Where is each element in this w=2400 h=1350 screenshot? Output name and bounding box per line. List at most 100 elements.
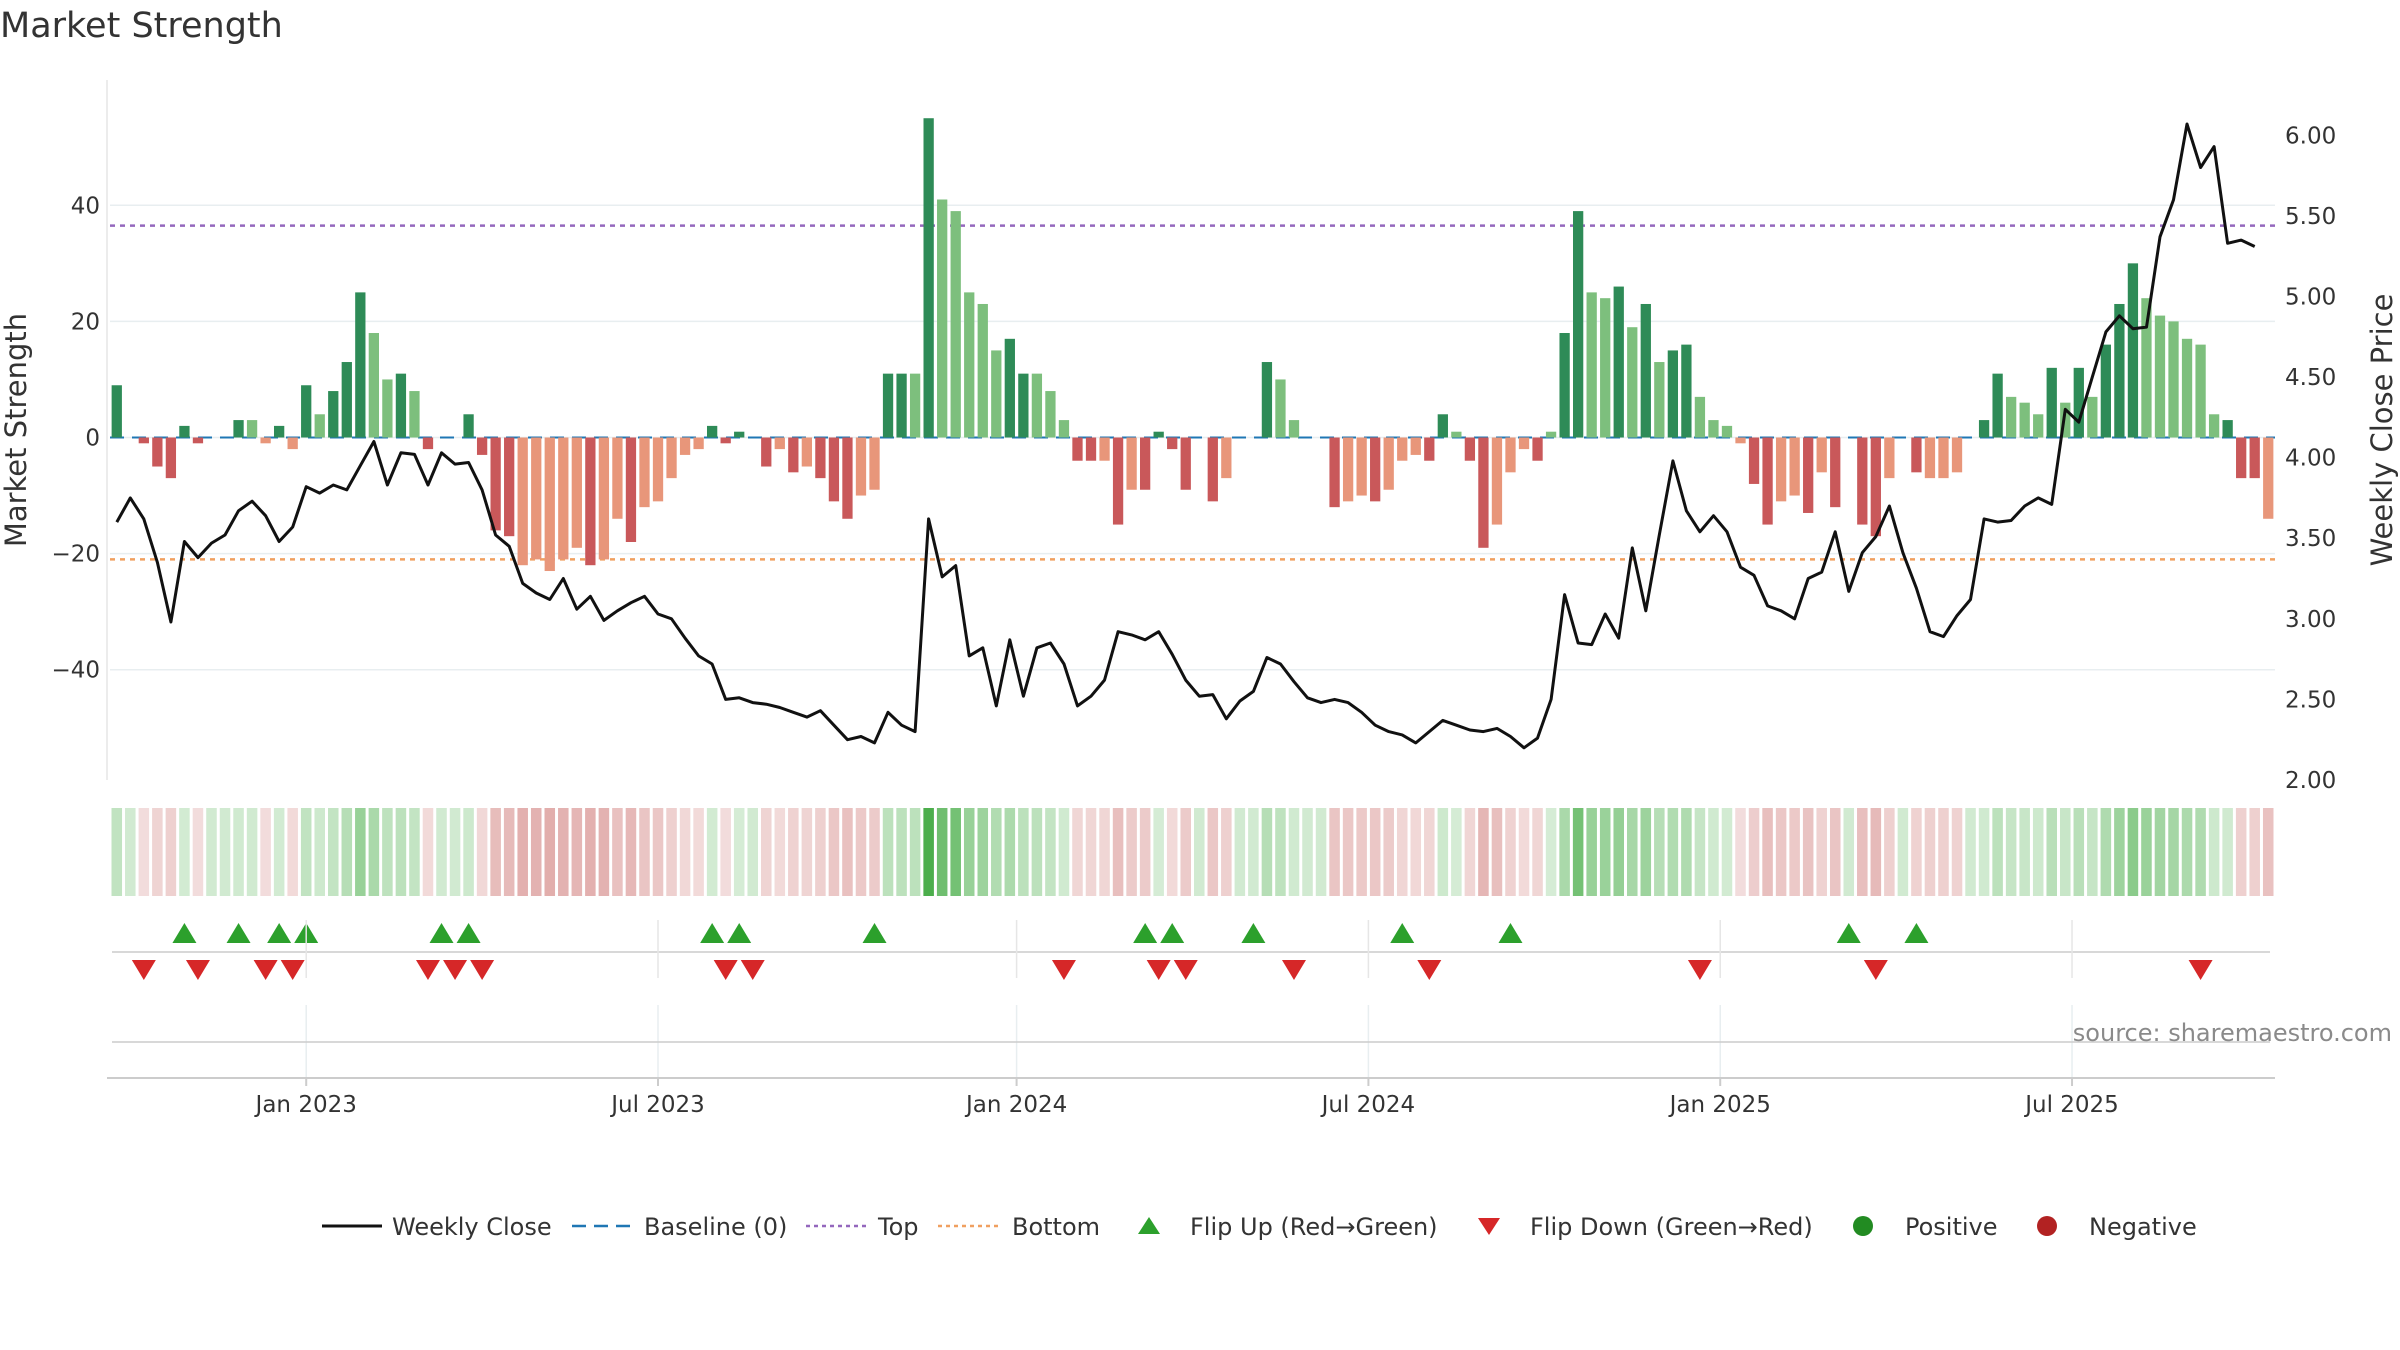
strength-bar [2195,344,2206,438]
strength-bar [612,437,623,519]
dot-icon [1853,1216,1873,1236]
strength-bar [152,437,163,467]
heat-cell [1424,808,1435,896]
strength-bar [1139,437,1151,490]
strength-bar [1018,373,1029,438]
strength-bar [1830,437,1841,508]
left-tick-label: −20 [51,542,100,568]
heat-cell [774,808,786,896]
strength-bar [1491,437,1503,525]
heat-cell [422,808,434,896]
heat-cell [612,808,623,896]
left-tick-label: 0 [85,426,100,452]
flip-up-marker [429,923,454,943]
heat-cell [585,808,596,896]
flip-up-marker [1836,923,1861,943]
heat-cell [706,808,718,896]
strength-bar [991,350,1002,438]
strength-bar [165,437,177,479]
strength-bar [192,437,204,444]
heat-cell [1613,808,1624,896]
heat-cell [436,808,447,896]
strength-bar [882,373,894,438]
heat-cell [1288,808,1300,896]
strength-bar [639,437,650,508]
legend-label: Bottom [1012,1213,1100,1241]
source-label: source: sharemaestro.com [2073,1019,2392,1047]
strength-bar [1207,437,1218,502]
heat-cell [530,808,542,896]
strength-bar [328,391,339,438]
heat-cell [693,808,704,896]
right-tick-label: 2.00 [2285,768,2336,794]
legend-label: Weekly Close [392,1213,552,1241]
strength-bar [937,199,948,438]
heat-cell [341,808,353,896]
heat-cell [463,808,474,896]
strength-bar [1126,437,1137,490]
flip-markers-panel [112,920,2270,980]
strength-bar [1586,292,1597,438]
heat-cell [1139,808,1151,896]
heat-cell [842,808,853,896]
strength-bar [1735,437,1746,444]
strength-bar [1911,437,1922,473]
strength-bar [855,437,867,496]
heat-cell [1518,808,1530,896]
heat-cell [1302,808,1313,896]
triangle-down-icon [1478,1218,1500,1235]
heat-cell [1045,808,1056,896]
strength-bar [828,437,840,502]
heat-cell [1559,808,1570,896]
heat-cell [2141,808,2152,896]
legend-label: Flip Down (Green→Red) [1530,1213,1813,1241]
strength-bar [761,437,772,467]
legend-label: Negative [2089,1213,2197,1241]
strength-bar [1167,437,1178,450]
strength-bar [1951,437,1963,473]
flip-up-marker [1160,923,1185,943]
strength-bar [571,437,582,548]
strength-bar [1803,437,1814,513]
strength-bar [2168,321,2179,438]
strength-bar [517,437,528,566]
strength-bar [260,437,271,444]
heat-cell [2019,808,2030,896]
heat-cell [1396,808,1408,896]
strength-bar [1464,437,1476,461]
heat-cell [1018,808,1029,896]
heat-cell [1762,808,1773,896]
strength-bar [179,425,190,438]
strength-bar [1884,437,1895,479]
legend-label: Positive [1905,1213,1998,1241]
strength-bar [2033,414,2044,438]
strength-bar [585,437,596,566]
heat-cell [558,808,569,896]
heat-cell [2060,808,2071,896]
strength-bar [1099,437,1110,461]
right-tick-label: 3.00 [2285,607,2336,633]
heat-cell [936,808,948,896]
heat-cell [1721,808,1733,896]
heat-cell [1126,808,1137,896]
heat-cell [1708,808,1719,896]
flip-down-marker [1417,960,1442,980]
heat-cell [2005,808,2017,896]
strength-bar [788,437,799,473]
strength-bar [1816,437,1827,473]
strength-bar [1870,437,1881,537]
heat-cell [2032,808,2044,896]
strength-bar [1572,211,1584,438]
strength-bar [558,437,569,560]
strength-bar [2087,396,2098,438]
heat-cell [1478,808,1489,896]
strength-bar [2154,315,2166,438]
flip-down-marker [2188,960,2213,980]
strength-bar [368,333,380,438]
axes: −40 −20 0 20 40 2.00 2.50 3.00 3.50 4.00 4.50 5.00 5… [0,80,2399,794]
heat-cell [1112,808,1124,896]
left-tick-label: 40 [71,193,100,219]
strength-bar [1153,431,1164,438]
flip-up-marker [862,923,887,943]
heat-cell [2235,808,2247,896]
